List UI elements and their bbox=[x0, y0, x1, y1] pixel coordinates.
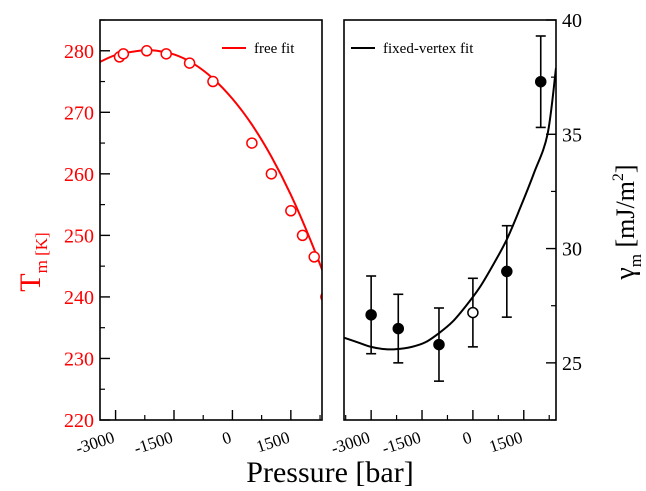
left-ytick-label: 230 bbox=[64, 348, 94, 370]
right-ytick-label: 35 bbox=[562, 124, 582, 146]
right-x-ticks: -3000 -1500 0 1500 bbox=[329, 410, 550, 458]
left-plot-frame bbox=[99, 19, 323, 421]
right-y-label-sup: 2 bbox=[610, 173, 627, 181]
right-data-point bbox=[433, 338, 445, 351]
right-data-point bbox=[534, 75, 547, 88]
right-data-point bbox=[365, 309, 377, 321]
left-data-point bbox=[308, 251, 320, 263]
left-data-point bbox=[207, 75, 219, 88]
right-y-label-end: ] bbox=[611, 164, 640, 173]
left-fit-line bbox=[100, 49, 322, 273]
left-xtick-label: 0 bbox=[220, 428, 234, 449]
left-panel: 220 230 240 250 260 270 280 -3000 -1500 0 1500 fr… bbox=[14, 19, 354, 458]
right-y-axis-label: γm [mJ/m2] bbox=[610, 164, 645, 280]
left-data-point bbox=[296, 229, 309, 242]
left-clip-area bbox=[100, 45, 354, 363]
left-data-point bbox=[329, 310, 339, 320]
left-ytick-label: 220 bbox=[64, 410, 94, 432]
left-data-point bbox=[265, 168, 278, 180]
left-xtick-label: -1500 bbox=[132, 428, 176, 458]
left-y-ticks: 220 230 240 250 260 270 280 bbox=[64, 19, 110, 432]
left-data-point bbox=[160, 48, 172, 60]
right-plot-frame bbox=[343, 19, 557, 421]
right-ytick-label: 30 bbox=[562, 239, 582, 261]
left-data-point bbox=[140, 45, 153, 57]
right-y-label-sub: m bbox=[626, 254, 645, 267]
right-data-point bbox=[392, 322, 405, 335]
right-data-point bbox=[501, 265, 513, 278]
left-ytick-label: 270 bbox=[64, 102, 94, 124]
left-ytick-label: 260 bbox=[64, 164, 94, 186]
left-data-point bbox=[285, 205, 297, 217]
right-xtick-label: 1500 bbox=[487, 428, 525, 457]
left-xtick-label: 1500 bbox=[254, 428, 292, 457]
right-ytick-label: 40 bbox=[562, 10, 582, 32]
left-ytick-label: 250 bbox=[64, 225, 94, 247]
left-y-label-main: T bbox=[14, 273, 47, 291]
x-axis-label: Pressure [bar] bbox=[246, 456, 413, 489]
left-x-ticks: -3000 -1500 0 1500 bbox=[73, 410, 321, 458]
right-fit-line bbox=[344, 67, 556, 351]
right-data-point bbox=[467, 306, 479, 319]
left-legend-label: free fit bbox=[254, 41, 295, 57]
left-y-label-sub: m [K] bbox=[32, 232, 51, 273]
right-legend-label: fixed-vertex fit bbox=[383, 41, 474, 57]
right-xtick-label: -3000 bbox=[329, 428, 373, 458]
left-legend: free fit bbox=[222, 41, 295, 57]
right-y-ticks: 25 30 35 40 bbox=[546, 10, 582, 421]
left-ytick-label: 240 bbox=[64, 287, 94, 309]
left-data-point bbox=[246, 137, 258, 149]
left-data-point bbox=[344, 353, 354, 363]
right-clip-area bbox=[344, 35, 556, 382]
right-ytick-label: 25 bbox=[562, 353, 582, 375]
right-panel: 25 30 35 40 -3000 -1500 0 1500 fixed-vertex fi… bbox=[329, 10, 645, 458]
right-legend: fixed-vertex fit bbox=[351, 41, 474, 57]
left-data-point bbox=[117, 48, 130, 60]
left-data-point bbox=[183, 57, 196, 69]
right-y-label-main: γ bbox=[610, 267, 641, 280]
right-xtick-label: 0 bbox=[460, 428, 474, 449]
left-xtick-label: -3000 bbox=[73, 428, 117, 458]
left-ytick-label: 280 bbox=[64, 41, 94, 63]
right-xtick-label: -1500 bbox=[380, 428, 424, 458]
right-y-label-rest: [mJ/m bbox=[611, 181, 640, 254]
left-y-axis-label: Tm [K] bbox=[14, 232, 51, 291]
